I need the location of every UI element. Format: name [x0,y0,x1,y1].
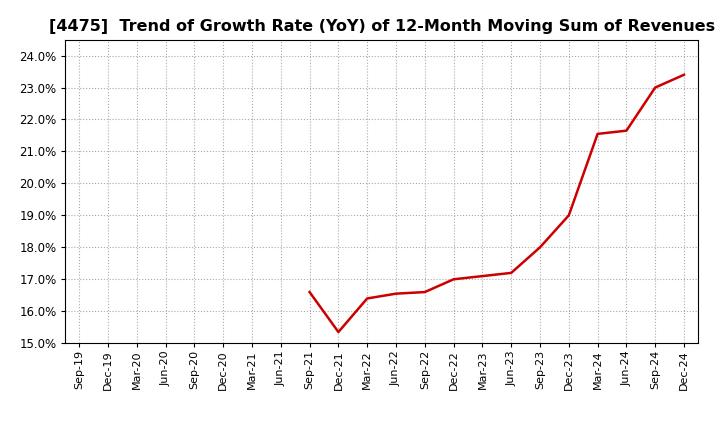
Title: [4475]  Trend of Growth Rate (YoY) of 12-Month Moving Sum of Revenues: [4475] Trend of Growth Rate (YoY) of 12-… [48,19,715,34]
